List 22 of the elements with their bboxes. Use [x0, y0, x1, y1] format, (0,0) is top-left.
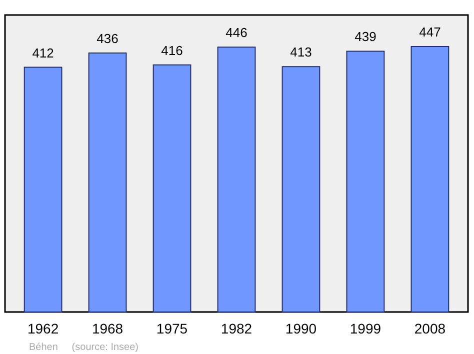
bar — [24, 66, 62, 312]
bar — [346, 50, 385, 312]
data-label: 436 — [96, 31, 118, 46]
bar — [410, 46, 450, 312]
x-tick-label: 1990 — [285, 320, 317, 336]
bar — [282, 66, 320, 312]
data-label: 413 — [290, 44, 312, 60]
data-label: 447 — [419, 24, 441, 40]
data-label: 446 — [226, 25, 248, 40]
data-label: 416 — [161, 42, 183, 58]
text: Béhen (source: Insee) — [29, 342, 139, 353]
x-tick-label: 2008 — [414, 320, 446, 336]
x-tick-label: 1982 — [220, 320, 252, 336]
bar — [88, 52, 127, 312]
x-tick-label: 1975 — [156, 320, 188, 336]
bar — [152, 64, 192, 312]
data-label: 439 — [354, 29, 376, 44]
x-tick-label: 1968 — [92, 320, 124, 336]
x-tick-label: 1999 — [350, 320, 382, 336]
data-label: 412 — [32, 45, 54, 60]
x-tick-label: 1962 — [27, 320, 59, 336]
bar — [217, 46, 256, 312]
